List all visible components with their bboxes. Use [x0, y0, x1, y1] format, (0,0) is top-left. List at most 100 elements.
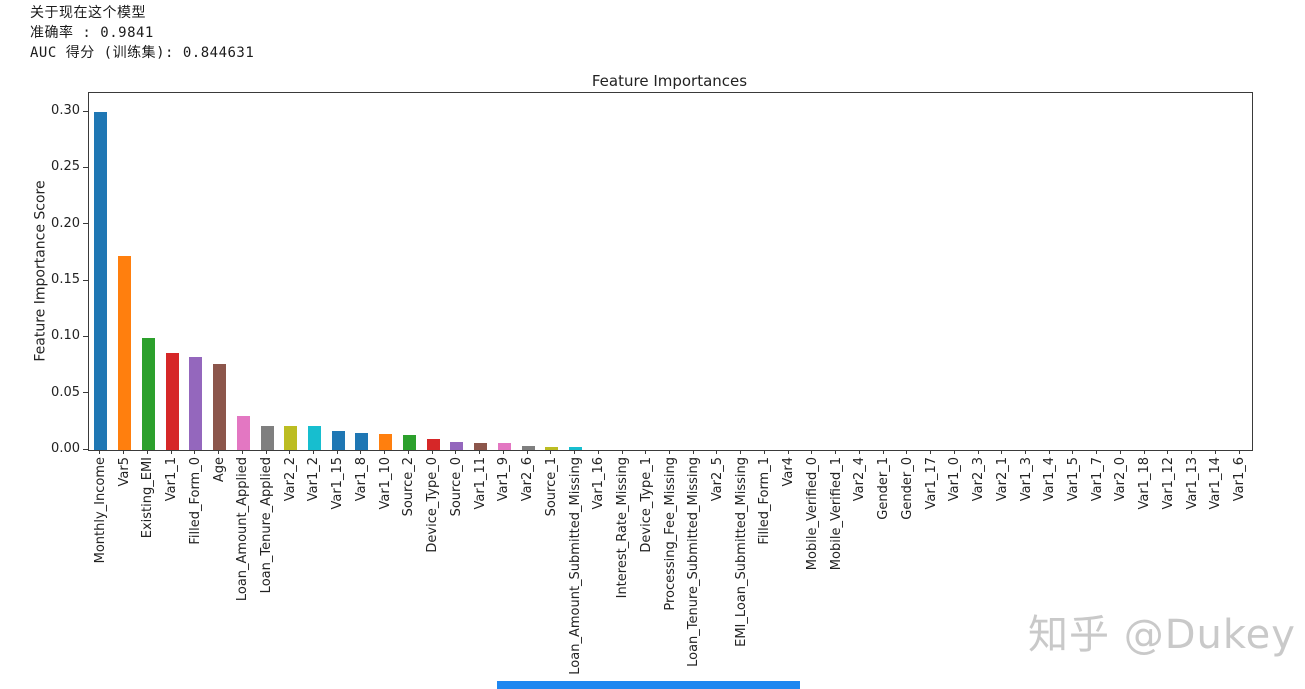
model-summary-line1: 关于现在这个模型	[30, 5, 146, 21]
x-tick-label: Var1_14	[1208, 457, 1224, 510]
x-tick-label: Existing_EMI	[140, 457, 156, 539]
x-tick-label: Var1_12	[1160, 457, 1176, 510]
auc-line: AUC 得分 (训练集): 0.844631	[30, 45, 255, 61]
x-tick-mark	[265, 450, 267, 454]
y-tick-label: 0.30	[51, 103, 80, 118]
x-tick-label: Var1_8	[353, 457, 369, 502]
x-tick-label: Var1_3	[1018, 457, 1034, 502]
y-tick-mark	[83, 448, 88, 450]
x-tick-label: EMI_Loan_Submitted_Missing	[733, 457, 749, 647]
x-tick-label: Var1_1	[164, 457, 180, 502]
x-tick-mark	[669, 450, 670, 454]
x-tick-label: Interest_Rate_Missing	[615, 457, 631, 599]
bar-Loan_Tenure_Applied	[260, 426, 274, 450]
x-tick-mark	[1001, 450, 1003, 454]
bar-Source_2	[402, 435, 416, 450]
x-tick-label: Loan_Tenure_Applied	[259, 457, 274, 594]
x-tick-label: Var1_7	[1089, 457, 1105, 502]
x-tick-mark	[1191, 450, 1193, 454]
bar-Var1_10	[379, 434, 393, 450]
x-tick-mark	[1072, 450, 1074, 454]
x-tick-mark	[1143, 450, 1145, 454]
x-tick-mark	[621, 450, 623, 454]
x-tick-label: Var1_17	[923, 457, 939, 510]
bar-Age	[213, 364, 227, 450]
bar-Var2_2	[284, 426, 298, 450]
bar-Var1_1	[165, 353, 179, 450]
x-tick-mark	[431, 450, 433, 454]
x-tick-label: Source_1	[543, 457, 559, 517]
y-tick-mark	[83, 166, 88, 168]
x-tick-mark	[99, 450, 101, 454]
x-tick-mark	[811, 450, 813, 454]
x-tick-mark	[740, 450, 742, 454]
x-tick-mark	[312, 450, 314, 454]
x-tick-label: Mobile_Verified_1	[828, 457, 844, 571]
chart-title: Feature Importances	[591, 72, 748, 90]
x-tick-label: Gender_1	[876, 457, 892, 520]
x-tick-label: Source_0	[448, 457, 464, 517]
x-tick-mark	[692, 450, 694, 454]
x-tick-label: Age	[211, 457, 227, 483]
x-tick-label: Loan_Tenure_Submitted_Missing	[686, 457, 702, 667]
x-tick-label: Var2_6	[520, 457, 536, 502]
x-tick-label: Var2_1	[994, 457, 1010, 502]
x-tick-mark	[1025, 450, 1027, 454]
x-tick-mark	[882, 450, 884, 454]
feature-importance-chart	[88, 92, 1253, 451]
x-tick-label: Var2_5	[709, 457, 725, 502]
x-tick-label: Var2_4	[852, 457, 868, 502]
watermark-text: 知乎 @Dukey	[1028, 612, 1296, 658]
x-tick-label: Var1_6	[1232, 457, 1248, 502]
x-tick-label: Var1_15	[330, 457, 346, 510]
x-tick-label: Source_2	[401, 457, 417, 517]
x-tick-label: Device_Type_0	[425, 457, 441, 553]
x-tick-mark	[550, 450, 552, 454]
x-tick-label: Var1_5	[1065, 457, 1081, 502]
bar-Var1_8	[355, 433, 369, 450]
x-tick-mark	[574, 450, 576, 454]
x-tick-mark	[479, 450, 481, 454]
x-tick-mark	[360, 450, 362, 454]
bar-Filled_Form_0	[189, 356, 203, 450]
x-tick-label: Var4	[781, 457, 797, 487]
x-tick-label: Var2_2	[282, 457, 298, 502]
x-tick-mark	[336, 450, 338, 454]
y-tick-label: 0.15	[51, 272, 80, 287]
y-tick-mark	[83, 223, 88, 225]
y-tick-label: 0.00	[51, 441, 80, 456]
bar-Loan_Amount_Applied	[236, 416, 250, 450]
x-tick-label: Var1_16	[591, 457, 607, 510]
x-tick-mark	[455, 450, 457, 454]
y-tick-label: 0.05	[51, 384, 80, 400]
x-tick-mark	[763, 450, 765, 454]
x-tick-mark	[407, 450, 409, 454]
x-tick-label: Filled_Form_1	[757, 457, 773, 545]
bar-Var1_9	[497, 443, 511, 450]
x-tick-mark	[1167, 450, 1169, 454]
x-tick-label: Var1_10	[377, 457, 393, 510]
bar-Source_1	[545, 446, 559, 450]
x-tick-label: Gender_0	[899, 457, 915, 520]
x-tick-mark	[930, 450, 932, 454]
x-tick-mark	[123, 450, 125, 454]
bar-Loan_Amount_Submitted_Missing	[569, 446, 583, 450]
bar-Var1_2	[307, 426, 321, 450]
bar-Source_0	[450, 442, 464, 450]
x-tick-label: Var2_3	[971, 457, 987, 502]
x-tick-label: Filled_Form_0	[187, 457, 203, 545]
x-tick-mark	[1119, 450, 1121, 454]
bar-Var2_6	[521, 445, 535, 450]
y-tick-mark	[83, 392, 88, 394]
x-tick-mark	[194, 450, 196, 454]
bar-Var1_15	[331, 430, 345, 450]
model-summary-text: 关于现在这个模型 准确率 : 0.9841 AUC 得分 (训练集): 0.84…	[30, 3, 254, 63]
x-tick-label: Var1_11	[472, 457, 488, 510]
accuracy-line: 准确率 : 0.9841	[30, 25, 154, 41]
y-tick-mark	[83, 335, 88, 337]
x-tick-label: Loan_Amount_Applied	[235, 457, 251, 602]
x-tick-mark	[835, 450, 837, 454]
x-tick-label: Var1_9	[496, 457, 512, 502]
x-tick-label: Mobile_Verified_0	[804, 457, 820, 571]
